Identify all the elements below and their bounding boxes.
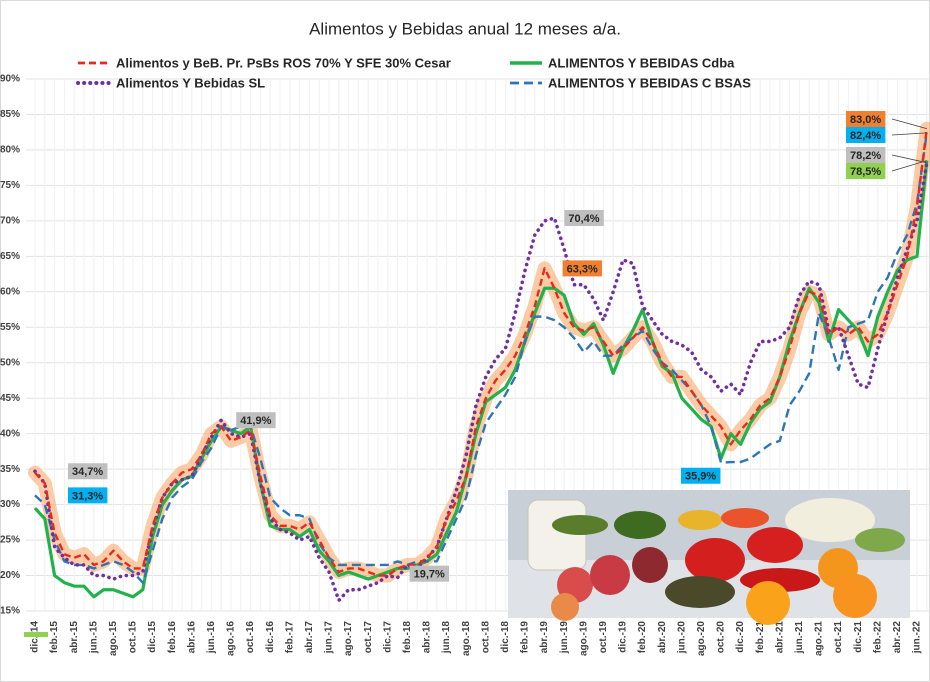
- x-tick-label: jun.-15: [88, 621, 99, 655]
- x-tick-label: abr.-21: [774, 621, 785, 654]
- x-tick-label: dic.-15: [147, 621, 158, 653]
- x-tick-label: jun.-22: [912, 621, 923, 655]
- y-tick-label: 55%: [0, 322, 20, 333]
- x-tick-label: dic.-19: [618, 621, 629, 653]
- value-label-text: 19,7%: [414, 569, 445, 581]
- x-tick-label: ago.-20: [696, 621, 707, 656]
- value-label-text: 41,9%: [240, 415, 271, 427]
- x-tick-label: feb.-21: [755, 621, 766, 654]
- x-tick-label: ago.-16: [226, 621, 237, 656]
- value-label-text: 31,3%: [72, 490, 103, 502]
- x-tick-label: abr.-17: [304, 621, 315, 654]
- x-tick-label: feb.-18: [402, 621, 413, 654]
- y-tick-label: 65%: [0, 251, 20, 262]
- x-tick-label: oct.-19: [598, 621, 609, 654]
- chart-title: Alimentos y Bebidas anual 12 meses a/a.: [309, 19, 621, 38]
- value-label: 70,4%: [564, 210, 603, 226]
- x-tick-label: jun.-19: [559, 621, 570, 655]
- x-tick-label: feb.-19: [520, 621, 531, 654]
- x-tick-label: dic.-20: [735, 621, 746, 653]
- x-tick-label: abr.-15: [69, 621, 80, 654]
- y-tick-label: 75%: [0, 180, 20, 191]
- x-tick-label: oct.-20: [716, 621, 727, 654]
- x-tick-label: oct.-15: [128, 621, 139, 654]
- y-tick-label: 50%: [0, 357, 20, 368]
- x-tick-label: abr.-20: [657, 621, 668, 654]
- y-tick-label: 80%: [0, 145, 20, 156]
- x-tick-label: ago.-19: [578, 621, 589, 656]
- legend-label: ALIMENTOS Y BEBIDAS C BSAS: [548, 75, 751, 90]
- y-tick-label: 70%: [0, 216, 20, 227]
- y-tick-label: 40%: [0, 428, 20, 439]
- value-label-text: 63,3%: [567, 263, 598, 275]
- x-tick-label: abr.-18: [422, 621, 433, 654]
- value-label-text: 34,7%: [72, 466, 103, 478]
- x-tick-label: ago.-21: [814, 621, 825, 656]
- x-tick-label: feb.-17: [284, 621, 295, 654]
- x-tick-label: oct.-17: [363, 621, 374, 654]
- y-tick-label: 25%: [0, 535, 20, 546]
- value-label: 34,7%: [68, 463, 107, 479]
- value-label-text: 82,4%: [850, 130, 881, 142]
- x-tick-label: jun.-21: [794, 621, 805, 655]
- produce-photo: [508, 490, 910, 625]
- x-tick-label: abr.-19: [539, 621, 550, 654]
- x-tick-label: jun.-17: [324, 621, 335, 655]
- x-tick-label: abr.-16: [186, 621, 197, 654]
- y-tick-label: 45%: [0, 393, 20, 404]
- legend-label: Alimentos Y Bebidas SL: [116, 75, 265, 90]
- y-tick-label: 20%: [0, 570, 20, 581]
- y-tick-label: 85%: [0, 109, 20, 120]
- y-tick-label: 60%: [0, 286, 20, 297]
- value-label-text: 35,9%: [685, 471, 716, 483]
- x-tick-label: oct.-16: [245, 621, 256, 654]
- value-label: 41,9%: [236, 412, 275, 428]
- x-tick-label: feb.-22: [872, 621, 883, 654]
- corner-mark: [24, 632, 48, 637]
- x-tick-label: dic.-16: [265, 621, 276, 653]
- x-tick-label: feb.-15: [49, 621, 60, 654]
- y-tick-label: 30%: [0, 499, 20, 510]
- x-tick-label: dic.-17: [382, 621, 393, 653]
- value-label: 35,9%: [681, 468, 720, 484]
- x-tick-label: ago.-15: [108, 621, 119, 656]
- x-tick-label: feb.-20: [637, 621, 648, 654]
- value-label: 63,3%: [563, 260, 602, 276]
- legend-label: Alimentos y BeB. Pr. PsBs ROS 70% Y SFE …: [116, 55, 451, 70]
- x-tick-label: ago.-18: [461, 621, 472, 656]
- x-tick-label: abr.-22: [892, 621, 903, 654]
- y-tick-label: 90%: [0, 74, 20, 85]
- x-tick-label: jun.-20: [676, 621, 687, 655]
- y-tick-label: 15%: [0, 606, 20, 617]
- x-tick-label: jun.-18: [441, 621, 452, 655]
- value-label: 19,7%: [410, 566, 449, 582]
- x-tick-label: oct.-18: [480, 621, 491, 654]
- value-label-text: 70,4%: [568, 213, 599, 225]
- x-tick-label: ago.-17: [343, 621, 354, 656]
- y-tick-label: 35%: [0, 464, 20, 475]
- value-label-text: 83,0%: [850, 114, 881, 126]
- legend-label: ALIMENTOS Y BEBIDAS Cdba: [548, 55, 735, 70]
- x-tick-label: oct.-21: [833, 621, 844, 654]
- x-tick-label: dic.-18: [500, 621, 511, 653]
- x-tick-label: jun.-16: [206, 621, 217, 655]
- x-tick-label: dic.-21: [853, 621, 864, 653]
- chart: 15% 20% 25% 30% 35% 40% 45% 50% 55% 60% 65% 70% 75% 8…: [0, 0, 930, 682]
- value-label-text: 78,2%: [850, 150, 881, 162]
- x-tick-label: feb.-16: [167, 621, 178, 654]
- value-label: 31,3%: [68, 487, 107, 503]
- value-label-text: 78,5%: [850, 166, 881, 178]
